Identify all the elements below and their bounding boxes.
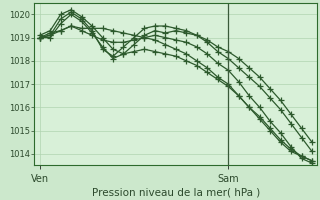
X-axis label: Pression niveau de la mer( hPa ): Pression niveau de la mer( hPa ) [92, 187, 260, 197]
